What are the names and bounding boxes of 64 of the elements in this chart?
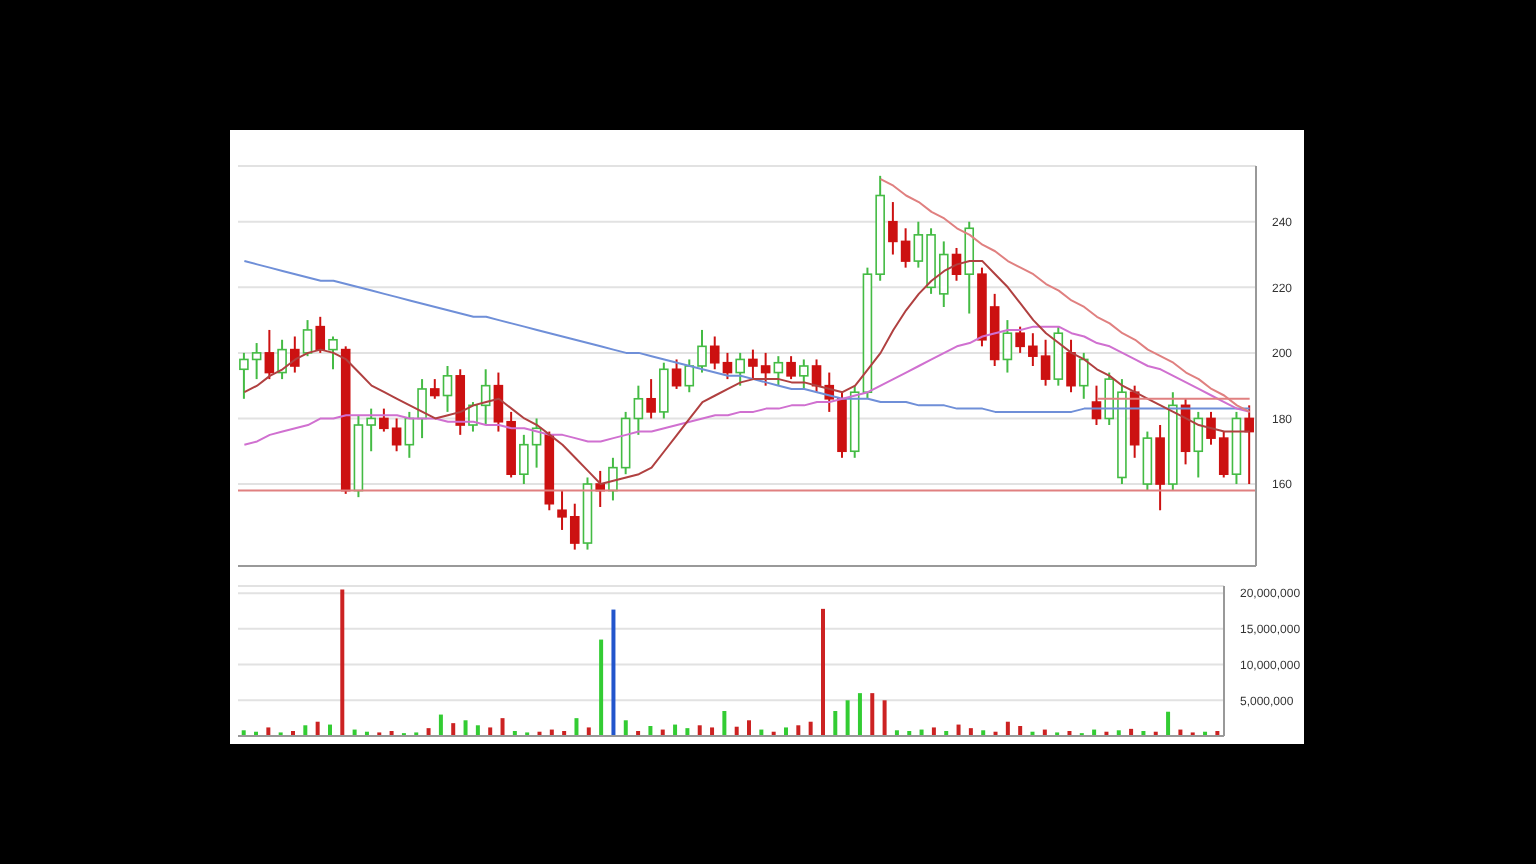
- bar: [1166, 711, 1171, 736]
- line-series: [243, 325, 1251, 446]
- candlestick: [799, 358, 809, 390]
- candlestick: [646, 378, 656, 420]
- bar: [463, 720, 468, 736]
- bar: [1018, 726, 1023, 736]
- bar: [574, 718, 579, 736]
- bar: [968, 728, 973, 736]
- candlestick: [417, 378, 427, 440]
- bar: [340, 589, 345, 736]
- bar: [475, 725, 480, 736]
- candlestick: [1078, 351, 1089, 400]
- bar: [845, 700, 850, 736]
- bar: [685, 728, 690, 736]
- bar: [808, 721, 813, 736]
- bar: [611, 609, 616, 736]
- bar: [648, 726, 653, 736]
- candlestick: [302, 319, 313, 358]
- bar: [833, 711, 838, 736]
- candlestick: [429, 378, 440, 400]
- bar: [710, 727, 715, 736]
- candlestick: [1155, 424, 1165, 512]
- bar: [697, 725, 702, 736]
- bar: [784, 727, 788, 736]
- candlestick: [290, 335, 300, 374]
- candlestick: [735, 351, 745, 387]
- bar: [315, 721, 320, 736]
- candlestick: [773, 355, 784, 387]
- bar: [500, 718, 505, 736]
- candlestick: [264, 328, 275, 381]
- bar: [882, 700, 887, 736]
- bar: [623, 720, 628, 736]
- line-series: [879, 178, 1251, 413]
- candlestick: [633, 384, 644, 436]
- candlestick: [1066, 338, 1076, 394]
- bar: [488, 727, 493, 736]
- bar: [303, 725, 308, 736]
- candlestick: [964, 220, 975, 315]
- bar: [438, 714, 443, 736]
- candlestick: [328, 335, 338, 371]
- bar: [722, 711, 727, 736]
- candlestick: [659, 361, 669, 420]
- candlestick: [1193, 410, 1204, 479]
- bar: [747, 720, 752, 736]
- candlestick: [277, 338, 287, 381]
- bar: [931, 727, 936, 736]
- candlestick: [315, 315, 326, 354]
- bar: [426, 728, 431, 736]
- candlestick: [1244, 404, 1254, 486]
- bar: [796, 725, 801, 736]
- bar: [1005, 721, 1010, 736]
- bar: [857, 693, 862, 736]
- candlestick: [1142, 430, 1153, 492]
- candlestick: [671, 358, 682, 390]
- bar: [599, 639, 604, 736]
- candlestick: [1053, 325, 1064, 387]
- bar: [820, 608, 825, 736]
- candlestick: [1002, 319, 1013, 374]
- bar: [266, 727, 271, 736]
- bar: [586, 727, 591, 736]
- candlestick: [442, 365, 453, 413]
- bar: [451, 723, 456, 736]
- candlestick: [786, 355, 796, 381]
- bar: [870, 693, 875, 736]
